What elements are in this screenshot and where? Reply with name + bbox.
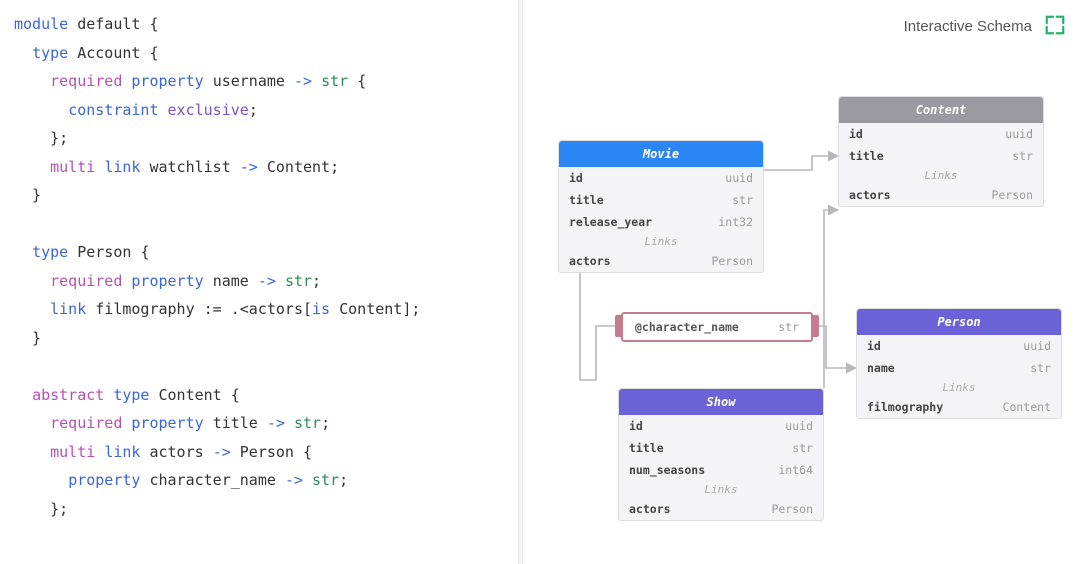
code-line: required property title -> str;: [14, 409, 518, 438]
card-property-row: num_seasonsint64: [619, 459, 823, 481]
edge: [813, 326, 856, 368]
card-header: Movie: [559, 141, 763, 167]
code-editor-pane: module default { type Account { required…: [0, 0, 518, 564]
code-line: multi link watchlist -> Content;: [14, 153, 518, 182]
card-links-label: Links: [839, 167, 1043, 184]
schema-card-show[interactable]: Showiduuidtitlestrnum_seasonsint64Linksa…: [618, 388, 824, 521]
card-links-label: Links: [559, 233, 763, 250]
edge: [764, 156, 838, 170]
schema-card-person[interactable]: PersoniduuidnamestrLinksfilmographyConte…: [856, 308, 1062, 419]
card-property-row: iduuid: [839, 123, 1043, 145]
code-line: required property name -> str;: [14, 267, 518, 296]
code-line: [14, 352, 518, 381]
card-property-row: iduuid: [857, 335, 1061, 357]
card-link-row: actorsPerson: [559, 250, 763, 272]
code-line: required property username -> str {: [14, 67, 518, 96]
schema-title: Interactive Schema: [904, 18, 1032, 35]
card-property-row: titlestr: [839, 145, 1043, 167]
code-line: module default {: [14, 10, 518, 39]
card-header: Show: [619, 389, 823, 415]
code-line: property character_name -> str;: [14, 466, 518, 495]
card-property-row: titlestr: [559, 189, 763, 211]
card-property-row: iduuid: [619, 415, 823, 437]
schema-card-content[interactable]: ContentiduuidtitlestrLinksactorsPerson: [838, 96, 1044, 207]
card-header: Content: [839, 97, 1043, 123]
card-link-row: filmographyContent: [857, 396, 1061, 418]
code-line: };: [14, 495, 518, 524]
card-property-row: release_yearint32: [559, 211, 763, 233]
code-line: }: [14, 324, 518, 353]
code-line: }: [14, 181, 518, 210]
code-line: };: [14, 124, 518, 153]
code-line: multi link actors -> Person {: [14, 438, 518, 467]
code-line: type Account {: [14, 39, 518, 68]
card-header: Person: [857, 309, 1061, 335]
code-line: link filmography := .<actors[is Content]…: [14, 295, 518, 324]
card-property-row: namestr: [857, 357, 1061, 379]
vertical-divider: [518, 0, 526, 564]
code-line: abstract type Content {: [14, 381, 518, 410]
card-links-label: Links: [857, 379, 1061, 396]
card-link-row: actorsPerson: [839, 184, 1043, 206]
link-property-box[interactable]: @character_namestr: [621, 312, 813, 342]
schema-diagram-pane[interactable]: Interactive Schema Movieiduuidtitlestrre…: [526, 0, 1080, 564]
expand-icon[interactable]: [1044, 14, 1066, 36]
card-property-row: titlestr: [619, 437, 823, 459]
card-links-label: Links: [619, 481, 823, 498]
card-property-row: iduuid: [559, 167, 763, 189]
schema-card-movie[interactable]: Movieiduuidtitlestrrelease_yearint32Link…: [558, 140, 764, 273]
code-line: type Person {: [14, 238, 518, 267]
edge: [824, 210, 838, 388]
card-link-row: actorsPerson: [619, 498, 823, 520]
code-line: [14, 210, 518, 239]
code-line: constraint exclusive;: [14, 96, 518, 125]
